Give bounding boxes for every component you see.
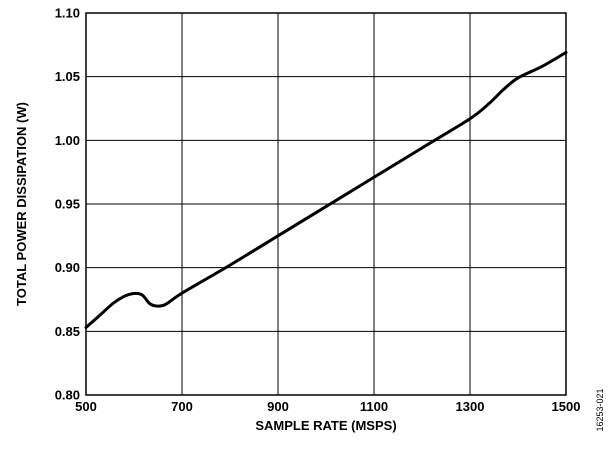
x-axis-title: SAMPLE RATE (MSPS) [255, 418, 396, 433]
grid [86, 13, 566, 395]
y-axis-title: TOTAL POWER DISSIPATION (W) [14, 102, 29, 306]
figure-code: 16253-021 [595, 388, 605, 431]
x-axis-ticks: 500 700 900 1100 1300 1500 [75, 399, 580, 414]
x-tick-label: 900 [267, 399, 289, 414]
y-tick-label: 0.80 [55, 388, 80, 403]
x-tick-label: 500 [75, 399, 97, 414]
y-tick-label: 0.95 [55, 197, 80, 212]
y-tick-label: 1.00 [55, 133, 80, 148]
plot-frame [85, 12, 567, 396]
series-layer [84, 50, 568, 330]
series-line-power [84, 50, 568, 330]
x-tick-label: 1100 [360, 399, 388, 414]
x-tick-label: 1300 [456, 399, 485, 414]
y-tick-label: 0.90 [55, 260, 80, 275]
x-tick-label: 700 [171, 399, 193, 414]
y-tick-label: 1.10 [55, 6, 80, 21]
x-tick-label: 1500 [552, 399, 581, 414]
y-tick-label: 1.05 [55, 69, 80, 84]
y-axis-ticks: 0.80 0.85 0.90 0.95 1.00 1.05 1.10 [55, 6, 80, 403]
y-tick-label: 0.85 [55, 324, 80, 339]
